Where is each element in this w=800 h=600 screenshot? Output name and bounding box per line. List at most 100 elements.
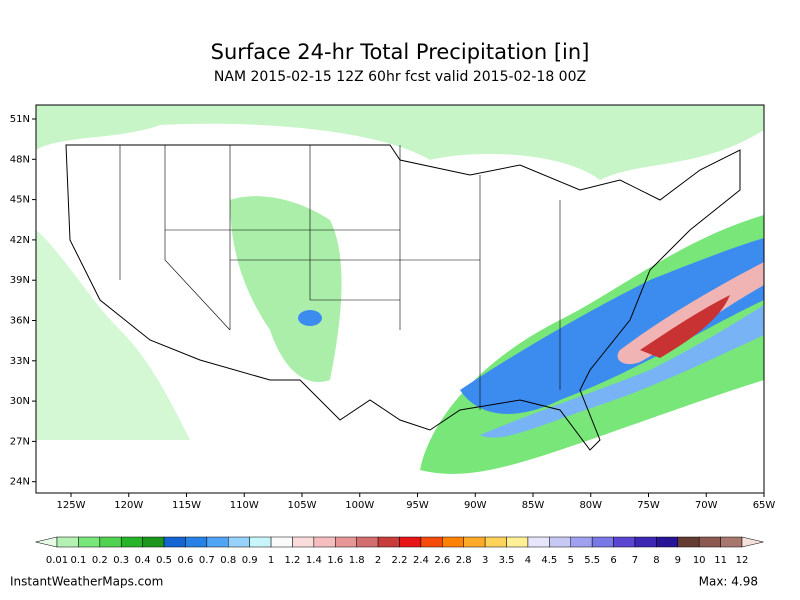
lon-label: 115W <box>172 500 201 511</box>
colorbar-box <box>677 536 700 548</box>
colorbar-label: 8 <box>653 555 659 566</box>
colorbar-box <box>206 536 229 548</box>
colorbar-label: 3.5 <box>499 555 515 566</box>
subtitle: NAM 2015-02-15 12Z 60hr fcst valid 2015-… <box>214 69 586 85</box>
colorbar-label: 4.5 <box>541 555 557 566</box>
state-lines <box>119 145 561 410</box>
colorbar-box <box>527 536 550 548</box>
precip-pacific <box>36 230 190 440</box>
colorbar-box <box>591 536 614 548</box>
colorbar-label: 2.6 <box>434 555 450 566</box>
colorbar-label: 4 <box>525 555 531 566</box>
source: InstantWeatherMaps.com <box>10 575 163 589</box>
precip-band-south <box>480 305 764 438</box>
colorbar-box <box>442 536 464 548</box>
lon-label: 75W <box>637 500 660 511</box>
colorbar-box <box>613 536 636 548</box>
colorbar-label: 5.5 <box>584 555 600 566</box>
lat-label: 33N <box>10 356 30 367</box>
precip-rockies <box>230 196 342 382</box>
colorbar-box <box>484 536 507 548</box>
precip-band-pink <box>617 262 764 365</box>
colorbar-box <box>420 536 443 548</box>
colorbar-label: 0.01 <box>46 555 68 566</box>
colorbar-box <box>249 536 272 548</box>
colorbar-label: 3 <box>482 555 488 566</box>
lat-label: 30N <box>10 396 30 407</box>
colorbar-label: 2.8 <box>456 555 472 566</box>
lon-label: 65W <box>753 500 776 511</box>
colorbar-label: 12 <box>736 555 749 566</box>
lat-label: 39N <box>10 275 30 286</box>
colorbar-label: 0.5 <box>156 555 172 566</box>
colorbar-box <box>570 536 593 548</box>
lat-label: 45N <box>10 195 30 206</box>
colorbar-box <box>656 536 679 548</box>
colorbar-box <box>292 536 315 548</box>
lon-label: 85W <box>522 500 545 511</box>
lon-label: 125W <box>57 500 86 511</box>
precip-max <box>640 295 730 358</box>
colorbar-box <box>335 536 357 548</box>
lat-label: 27N <box>10 436 30 447</box>
lat-label: 24N <box>10 477 30 488</box>
colorbar-label: 0.7 <box>199 555 215 566</box>
colorbar-label: 0.6 <box>177 555 193 566</box>
lat-label: 48N <box>10 154 30 165</box>
colorbar-label: 1.4 <box>306 555 322 566</box>
colorbar-label: 0.3 <box>113 555 129 566</box>
colorbar-box <box>399 536 422 548</box>
colorbar-box <box>377 536 400 548</box>
colorbar-label: 1.8 <box>349 555 365 566</box>
lon-label: 90W <box>464 500 487 511</box>
colorbar-label: 0.4 <box>135 555 151 566</box>
lon-label: 110W <box>230 500 259 511</box>
colorbar-box <box>313 536 336 548</box>
colorbar-label: 6 <box>610 555 616 566</box>
colorbar-label: 0.1 <box>70 555 86 566</box>
lon-label: 80W <box>579 500 602 511</box>
colorbar-box <box>463 536 486 548</box>
colorbar-box <box>634 536 657 548</box>
lat-label: 42N <box>10 235 30 246</box>
colorbar-label: 10 <box>693 555 706 566</box>
colorbar-box <box>142 536 165 548</box>
colorbar-label: 0.8 <box>220 555 236 566</box>
colorbar-label: 5 <box>568 555 574 566</box>
lon-label: 95W <box>406 500 429 511</box>
colorbar-box <box>78 536 101 548</box>
colorbar-label: 2 <box>375 555 381 566</box>
colorbar-box <box>99 536 122 548</box>
colorbar-box <box>185 536 208 548</box>
colorbar-box <box>56 536 79 548</box>
colorbar-label: 9 <box>675 555 681 566</box>
lat-label: 51N <box>10 114 30 125</box>
colorbar-box <box>270 536 293 548</box>
us-outline <box>65 144 741 451</box>
colorbar-label: 0.9 <box>242 555 258 566</box>
colorbar-label: 0.2 <box>92 555 108 566</box>
precip-core-west <box>298 310 322 326</box>
colorbar-label: 1.6 <box>327 555 343 566</box>
lat-label: 36N <box>10 316 30 327</box>
precip-band-blue <box>460 238 764 414</box>
colorbar-box <box>228 536 250 548</box>
title: Surface 24-hr Total Precipitation [in] <box>211 40 590 64</box>
colorbar-box <box>163 536 186 548</box>
colorbar-box <box>549 536 571 548</box>
colorbar-label: 1.2 <box>285 555 301 566</box>
colorbar-box <box>720 536 743 548</box>
colorbar-end-low <box>35 536 58 548</box>
max-value: Max: 4.98 <box>699 575 758 589</box>
colorbar-box <box>698 536 721 548</box>
lon-label: 100W <box>345 500 374 511</box>
colorbar-label: 7 <box>632 555 638 566</box>
map-area <box>35 104 765 494</box>
lon-label: 120W <box>114 500 143 511</box>
colorbar-box <box>120 536 143 548</box>
colorbar-label: 1 <box>268 555 274 566</box>
lon-label: 105W <box>288 500 317 511</box>
colorbar-label: 11 <box>714 555 727 566</box>
